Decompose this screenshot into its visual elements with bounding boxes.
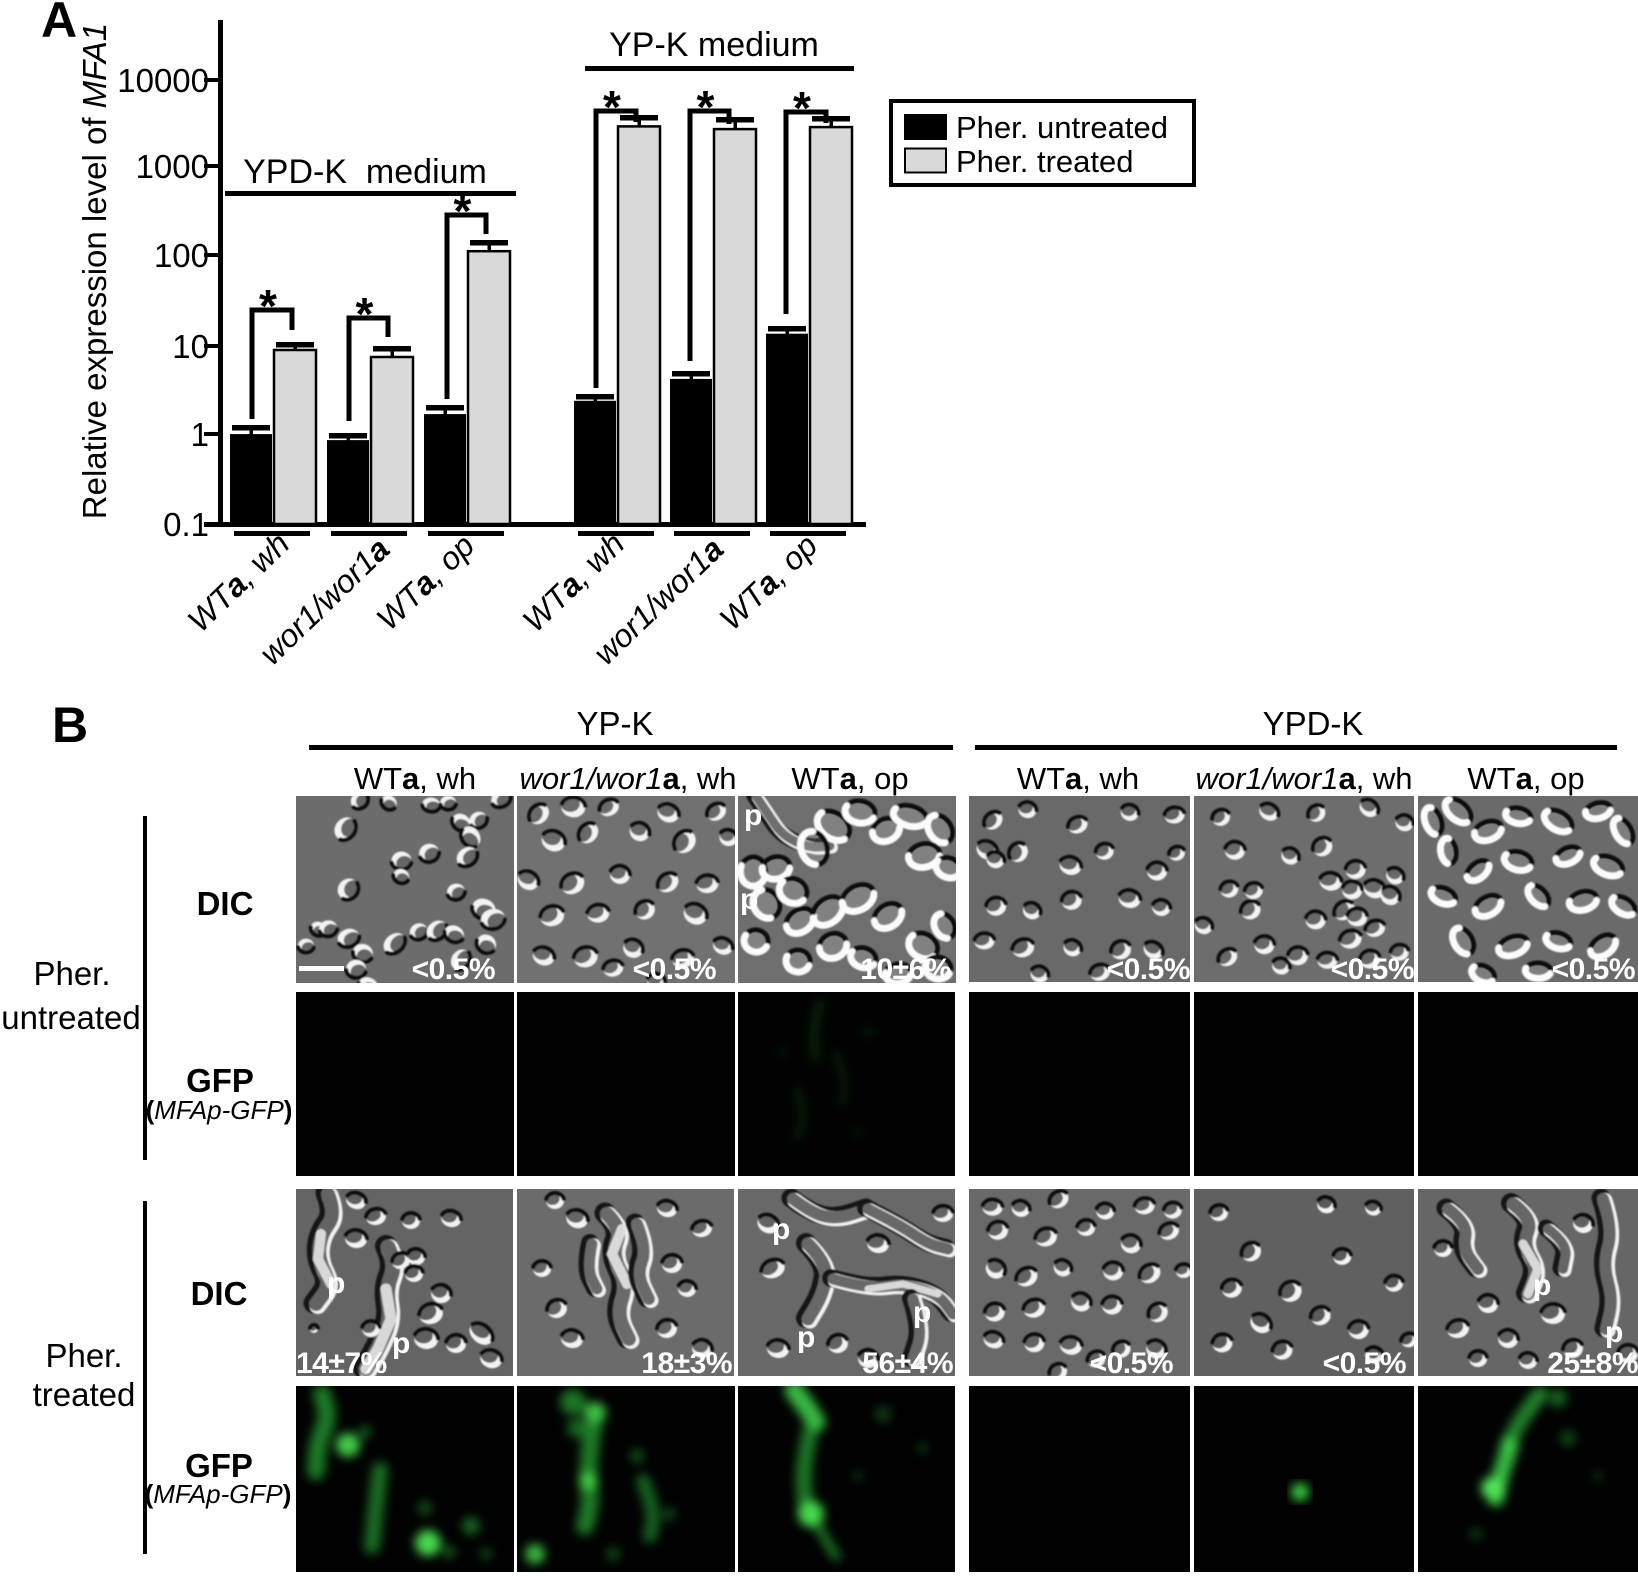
svg-text:wor1/wor1a, wh: wor1/wor1a, wh	[519, 761, 736, 796]
svg-text:GFP: GFP	[185, 1447, 253, 1484]
svg-text:wor1/wor1a, wh: wor1/wor1a, wh	[1195, 761, 1412, 796]
svg-text:0.1: 0.1	[163, 506, 209, 543]
svg-text:(MFAp-GFP): (MFAp-GFP)	[146, 1095, 293, 1125]
svg-text:WTa, op: WTa, op	[369, 527, 481, 637]
svg-text:untreated: untreated	[1, 999, 140, 1036]
svg-text:DIC: DIC	[197, 885, 254, 922]
svg-text:YP-K: YP-K	[576, 705, 653, 742]
svg-text:*: *	[259, 280, 277, 332]
svg-text:*: *	[356, 288, 374, 340]
svg-text:WTa, wh: WTa, wh	[1017, 761, 1139, 796]
svg-text:*: *	[697, 81, 715, 133]
svg-text:Relative expression level of M: Relative expression level of MFA1	[76, 23, 113, 519]
svg-text:100: 100	[154, 237, 209, 274]
svg-text:Pher.: Pher.	[45, 1337, 122, 1374]
svg-text:*: *	[454, 185, 472, 237]
svg-text:DIC: DIC	[191, 1275, 248, 1312]
svg-text:10000: 10000	[117, 62, 209, 99]
svg-text:YPD-K: YPD-K	[1263, 705, 1364, 742]
svg-text:(MFAp-GFP): (MFAp-GFP)	[145, 1479, 292, 1509]
svg-text:WTa, op: WTa, op	[791, 761, 908, 796]
svg-text:A: A	[41, 0, 77, 48]
svg-text:treated: treated	[33, 1376, 136, 1413]
svg-text:GFP: GFP	[186, 1062, 254, 1099]
svg-text:WTa, wh: WTa, wh	[354, 761, 476, 796]
svg-text:WTa, op: WTa, op	[712, 527, 824, 637]
svg-text:Pher. treated: Pher. treated	[956, 144, 1134, 179]
svg-text:1000: 1000	[136, 148, 209, 185]
svg-text:*: *	[793, 82, 811, 134]
svg-text:Pher.: Pher.	[33, 955, 110, 992]
svg-text:WTa, op: WTa, op	[1467, 761, 1584, 796]
svg-text:10: 10	[172, 328, 209, 365]
svg-text:YPD-K medium: YPD-K medium	[243, 153, 487, 191]
svg-text:B: B	[52, 697, 88, 753]
svg-text:*: *	[603, 81, 621, 133]
svg-text:1: 1	[191, 416, 209, 453]
svg-text:YP-K medium: YP-K medium	[609, 26, 819, 64]
svg-text:Pher. untreated: Pher. untreated	[956, 110, 1168, 145]
